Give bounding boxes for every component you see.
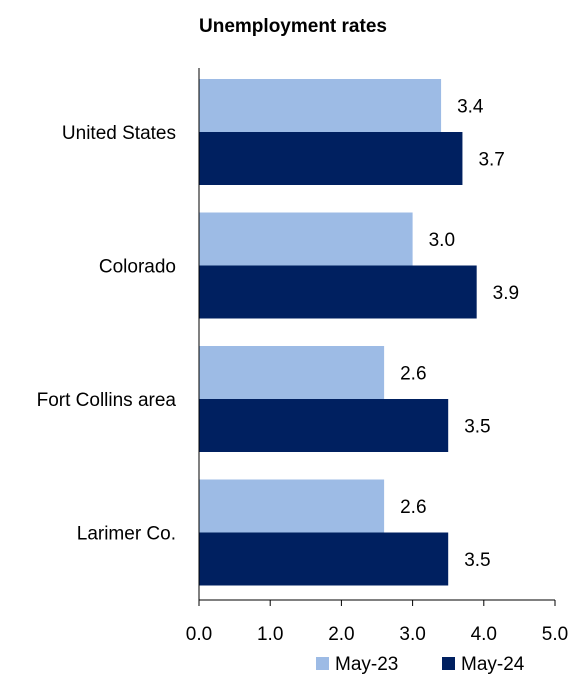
bar-may-24 — [199, 265, 477, 319]
data-label: 3.5 — [464, 417, 490, 438]
category-label: Fort Collins area — [37, 390, 177, 411]
legend-label: May-24 — [461, 654, 525, 675]
x-tick-label: 0.0 — [186, 624, 212, 645]
x-tick-label: 4.0 — [471, 624, 497, 645]
bars-layer: United States 3.4 3.7 Colorado 3.0 3.9 Fort Co… — [37, 79, 519, 586]
chart-title: Unemployment rates — [199, 16, 387, 37]
category-label: Larimer Co. — [77, 524, 176, 545]
legend-label: May-23 — [335, 654, 398, 675]
bar-may-24 — [199, 399, 449, 452]
bar-may-23 — [199, 79, 442, 132]
data-label: 3.5 — [464, 550, 490, 571]
legend-swatch-may-23 — [316, 657, 329, 670]
x-tick-label: 2.0 — [328, 624, 354, 645]
bar-may-23 — [199, 479, 385, 533]
bar-may-24 — [199, 532, 449, 586]
data-label: 2.6 — [400, 497, 426, 518]
x-tick-label: 3.0 — [399, 624, 425, 645]
axes-layer: 0.0 1.0 2.0 3.0 4.0 5.0 — [186, 68, 568, 645]
x-tick-label: 5.0 — [542, 624, 568, 645]
x-tick-label: 1.0 — [257, 624, 283, 645]
legend-swatch-may-24 — [442, 657, 455, 670]
category-label: Colorado — [99, 257, 176, 278]
bar-may-23 — [199, 346, 385, 399]
data-label: 3.7 — [478, 150, 504, 171]
legend: May-23 May-24 — [316, 654, 525, 675]
data-label: 3.4 — [457, 97, 484, 118]
data-label: 3.0 — [429, 230, 455, 251]
data-label: 2.6 — [400, 364, 426, 385]
bar-may-24 — [199, 132, 463, 185]
bar-may-23 — [199, 212, 413, 266]
category-label: United States — [62, 123, 176, 144]
data-label: 3.9 — [493, 283, 519, 304]
